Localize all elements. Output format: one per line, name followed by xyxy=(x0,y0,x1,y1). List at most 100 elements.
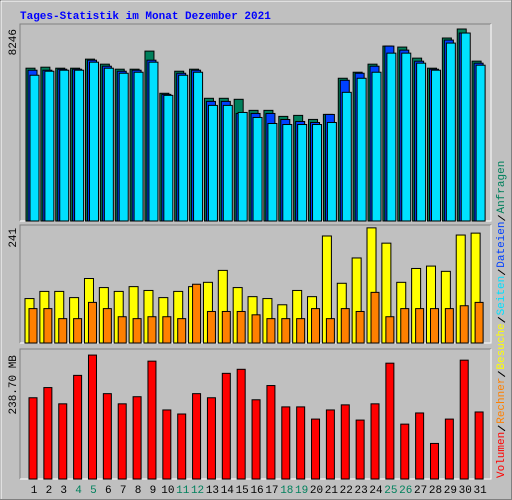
x-tick-label: 23 xyxy=(355,485,368,497)
bar xyxy=(43,308,53,344)
bar xyxy=(251,314,261,344)
bar xyxy=(341,91,352,222)
bar xyxy=(117,403,127,480)
bar xyxy=(296,318,306,344)
bar xyxy=(58,403,68,480)
bar xyxy=(206,310,216,344)
x-tick-label: 27 xyxy=(414,485,427,497)
bar xyxy=(177,318,187,344)
bar xyxy=(281,406,291,480)
bar xyxy=(340,404,350,480)
bar xyxy=(59,69,70,222)
bar xyxy=(163,94,174,222)
bar xyxy=(266,318,276,344)
bar xyxy=(400,423,410,480)
x-tick-label: 3 xyxy=(60,485,67,497)
bar xyxy=(43,387,53,480)
chart-title: Tages-Statistik im Monat Dezember 2021 xyxy=(20,11,271,23)
x-tick-label: 20 xyxy=(310,485,323,497)
panel-border xyxy=(19,224,491,343)
bar xyxy=(311,308,321,344)
x-tick-label: 1 xyxy=(31,485,38,497)
legend-entry: Besuche xyxy=(496,323,508,369)
legend-entry: Seiten xyxy=(496,276,508,316)
bar xyxy=(459,305,469,344)
x-tick-label: 24 xyxy=(369,485,383,497)
x-tick-label: 8 xyxy=(135,485,142,497)
bar xyxy=(58,318,68,344)
x-tick-label: 18 xyxy=(280,485,293,497)
x-tick-label: 5 xyxy=(90,485,97,497)
bar xyxy=(429,442,439,480)
bar xyxy=(474,301,484,344)
bar xyxy=(103,67,114,222)
y-tick-label: 8246 xyxy=(8,29,20,55)
bar xyxy=(460,32,471,222)
x-tick-label: 22 xyxy=(340,485,353,497)
bar xyxy=(88,61,99,222)
bar xyxy=(356,77,367,222)
bar xyxy=(236,310,246,344)
bar xyxy=(193,71,204,222)
bar xyxy=(74,69,85,222)
legend-entry: Volumen xyxy=(496,432,508,478)
bar xyxy=(28,397,38,480)
bar xyxy=(355,310,365,344)
bar xyxy=(28,308,38,344)
x-tick-label: 19 xyxy=(295,485,308,497)
bar xyxy=(312,124,323,222)
legend-separator xyxy=(497,269,506,276)
legend-separator xyxy=(497,425,506,432)
bar xyxy=(415,308,425,344)
x-tick-label: 10 xyxy=(161,485,174,497)
bar xyxy=(87,301,97,344)
bar xyxy=(251,399,261,480)
bar xyxy=(118,72,129,222)
bar xyxy=(370,403,380,480)
bar xyxy=(416,62,427,222)
legend-separator xyxy=(497,215,506,221)
x-tick-label: 12 xyxy=(191,485,204,497)
bar xyxy=(44,70,55,222)
bar xyxy=(385,362,395,480)
bar xyxy=(192,283,202,344)
bar xyxy=(445,42,456,222)
bar xyxy=(385,316,395,344)
bar xyxy=(192,393,202,480)
bar xyxy=(444,418,454,480)
x-tick-label: 25 xyxy=(384,485,397,497)
x-tick-label: 7 xyxy=(120,485,127,497)
bar xyxy=(221,372,231,480)
bar xyxy=(102,393,112,480)
bar xyxy=(29,74,40,222)
bar xyxy=(117,316,127,344)
bar xyxy=(206,397,216,480)
y-tick-label: 241 xyxy=(8,227,20,247)
legend-entry: Anfragen xyxy=(496,161,508,214)
x-tick-label: 28 xyxy=(429,485,442,497)
bar xyxy=(73,318,83,344)
bar xyxy=(178,74,189,222)
bar xyxy=(401,52,412,222)
bar xyxy=(429,308,439,344)
bar xyxy=(73,374,83,480)
bar xyxy=(222,104,233,222)
bar xyxy=(325,318,335,344)
bar xyxy=(207,104,218,222)
bar xyxy=(475,64,486,222)
x-tick-label: 29 xyxy=(444,485,457,497)
bar xyxy=(236,368,246,480)
x-tick-label: 17 xyxy=(265,485,278,497)
bar xyxy=(459,359,469,480)
bar xyxy=(371,71,382,222)
x-tick-label: 6 xyxy=(105,485,112,497)
bar xyxy=(162,409,172,480)
x-tick-label: 30 xyxy=(459,485,472,497)
bar xyxy=(400,308,410,344)
bar xyxy=(296,406,306,480)
bar xyxy=(444,308,454,344)
x-tick-label: 2 xyxy=(46,485,53,497)
legend-separator xyxy=(497,316,506,323)
x-tick-label: 14 xyxy=(221,485,235,497)
bar xyxy=(355,419,365,480)
